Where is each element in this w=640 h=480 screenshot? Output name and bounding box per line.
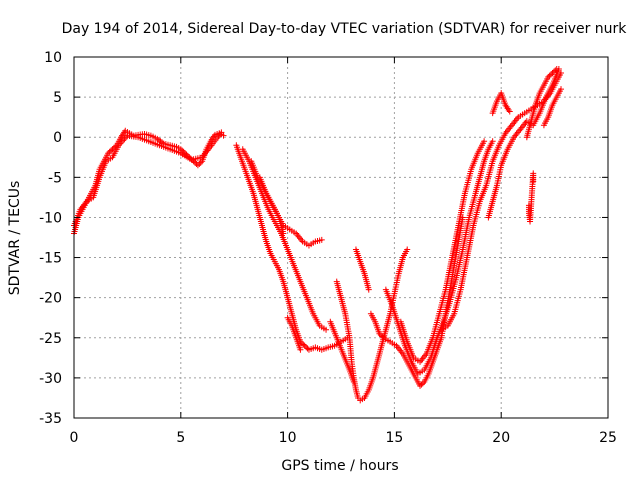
data-point bbox=[376, 330, 383, 337]
series-track-q bbox=[523, 66, 560, 141]
series-track-n bbox=[438, 70, 565, 333]
data-point bbox=[404, 246, 411, 253]
x-tick-label: 25 bbox=[599, 430, 617, 446]
data-markers bbox=[71, 66, 565, 404]
series-track-h bbox=[333, 246, 411, 404]
data-point bbox=[548, 71, 555, 78]
series-track-e bbox=[248, 158, 325, 249]
y-tick-label: 10 bbox=[44, 50, 62, 66]
data-point bbox=[545, 74, 552, 81]
series-track-p bbox=[489, 90, 513, 117]
data-point bbox=[530, 178, 537, 185]
data-point bbox=[379, 333, 386, 340]
grid bbox=[74, 57, 608, 418]
data-point bbox=[192, 159, 199, 166]
x-tick-label: 10 bbox=[279, 430, 297, 446]
data-point bbox=[280, 230, 287, 237]
series-track-c bbox=[233, 142, 351, 353]
data-point bbox=[553, 66, 560, 73]
data-point bbox=[300, 341, 307, 348]
y-tick-label: -10 bbox=[39, 210, 62, 226]
series-track-g bbox=[284, 314, 304, 353]
data-point bbox=[558, 86, 565, 93]
data-point bbox=[318, 236, 325, 243]
plot-frame bbox=[73, 56, 609, 419]
data-point bbox=[552, 67, 559, 74]
y-axis-label: SDTVAR / TECUs bbox=[7, 181, 23, 296]
y-tick-label: -15 bbox=[39, 251, 62, 267]
axis-ticks bbox=[73, 56, 609, 419]
data-point bbox=[418, 381, 425, 388]
data-point bbox=[220, 132, 227, 139]
data-point bbox=[419, 380, 426, 387]
data-point bbox=[489, 138, 496, 145]
data-point bbox=[323, 326, 330, 333]
data-point bbox=[377, 332, 384, 339]
y-tick-label: 5 bbox=[53, 90, 62, 106]
data-point bbox=[301, 342, 308, 349]
series-track-i bbox=[327, 318, 357, 385]
data-point bbox=[194, 162, 201, 169]
data-point bbox=[297, 346, 304, 353]
x-axis-label: GPS time / hours bbox=[281, 458, 398, 474]
y-tick-label: -35 bbox=[39, 411, 62, 427]
data-point bbox=[417, 382, 424, 389]
data-point bbox=[108, 147, 115, 154]
series-track-o bbox=[485, 66, 562, 221]
y-tick-label: -25 bbox=[39, 331, 62, 347]
data-point bbox=[106, 148, 113, 155]
x-tick-label: 0 bbox=[70, 430, 79, 446]
series-track-r bbox=[525, 170, 537, 225]
data-point bbox=[365, 286, 372, 293]
series-track-s bbox=[540, 86, 565, 129]
x-tick-label: 15 bbox=[385, 430, 403, 446]
data-point bbox=[197, 159, 204, 166]
data-point bbox=[218, 129, 225, 136]
data-point bbox=[481, 138, 488, 145]
series-track-f bbox=[256, 174, 287, 237]
data-point bbox=[110, 144, 117, 151]
x-tick-label: 5 bbox=[176, 430, 185, 446]
data-point bbox=[303, 344, 310, 351]
y-tick-label: -5 bbox=[48, 170, 62, 186]
series-track-m bbox=[397, 138, 488, 365]
series-track-l bbox=[382, 138, 496, 377]
series-track-j bbox=[352, 246, 372, 293]
data-point bbox=[304, 345, 311, 352]
data-point bbox=[105, 150, 112, 157]
y-tick-labels: -35 -30 -25 -20 -15 -10 -5 0 5 10 bbox=[39, 50, 62, 427]
data-point bbox=[550, 68, 557, 75]
chart-title: Day 194 of 2014, Sidereal Day-to-day VTE… bbox=[62, 21, 628, 37]
x-tick-label: 20 bbox=[492, 430, 510, 446]
y-tick-label: -20 bbox=[39, 291, 62, 307]
data-point bbox=[350, 378, 357, 385]
y-tick-label: -30 bbox=[39, 371, 62, 387]
x-tick-labels: 0 5 10 15 20 25 bbox=[70, 430, 617, 446]
data-point bbox=[506, 108, 513, 115]
data-point bbox=[298, 340, 305, 347]
data-point bbox=[196, 160, 203, 167]
y-tick-label: 0 bbox=[53, 130, 62, 146]
data-point bbox=[549, 70, 556, 77]
data-point bbox=[546, 72, 553, 79]
